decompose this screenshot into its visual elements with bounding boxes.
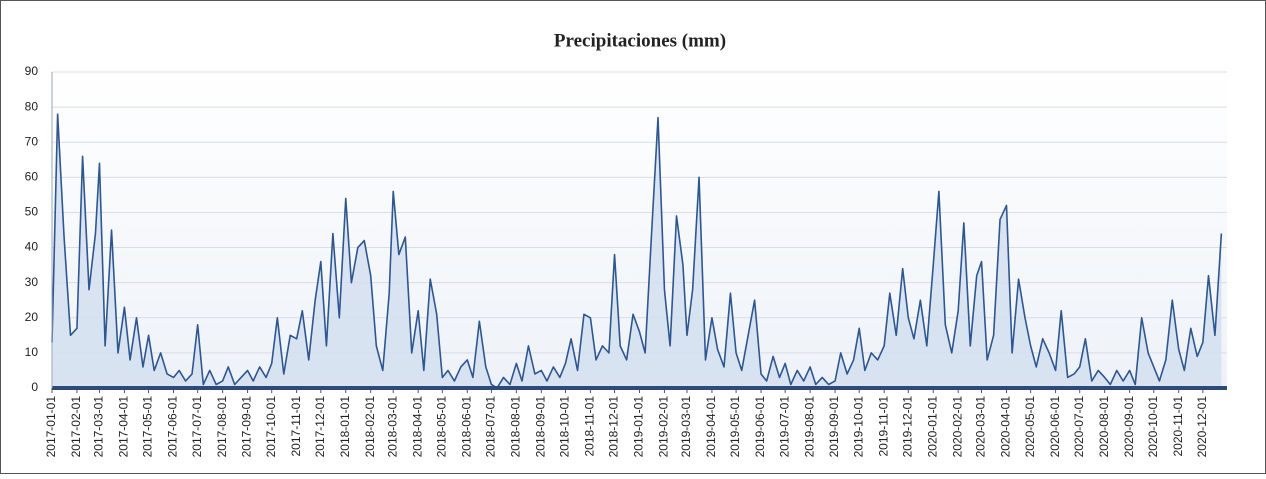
x-tick-label: 2019-10-01 (851, 396, 865, 458)
x-tick-label: 2020-06-01 (1048, 396, 1062, 458)
x-tick-label: 2018-04-01 (410, 396, 424, 458)
x-tick-label: 2020-11-01 (1171, 396, 1185, 457)
x-tick-label: 2017-12-01 (313, 396, 327, 458)
x-tick-label: 2017-08-01 (215, 396, 229, 458)
y-tick-label: 0 (31, 380, 38, 394)
x-tick-label: 2020-03-01 (974, 396, 988, 458)
x-tick-label: 2019-06-01 (753, 396, 767, 458)
x-tick-label: 2017-06-01 (166, 396, 180, 458)
x-tick-label: 2017-03-01 (92, 396, 106, 458)
chart-title: Precipitaciones (mm) (554, 30, 726, 51)
x-tick-label: 2018-06-01 (459, 396, 473, 458)
x-tick-label: 2019-12-01 (900, 396, 914, 458)
x-tick-label: 2019-04-01 (704, 396, 718, 458)
x-tick-label: 2020-08-01 (1097, 396, 1111, 458)
x-tick-label: 2018-02-01 (363, 396, 377, 458)
y-tick-label: 10 (25, 345, 39, 359)
x-tick-label: 2019-03-01 (679, 396, 693, 458)
line (51, 113, 1223, 389)
x-tick-label: 2019-05-01 (728, 396, 742, 458)
x-tick-label: 2017-09-01 (240, 396, 254, 458)
x-tick-label: 2019-09-01 (827, 396, 841, 458)
x-tick-label: 2018-10-01 (558, 396, 572, 458)
y-tick-label: 30 (25, 275, 39, 289)
x-tick-label: 2019-11-01 (876, 396, 890, 457)
y-tick-label: 90 (25, 64, 39, 78)
y-tick-label: 60 (25, 170, 39, 184)
x-tick-label: 2020-01-01 (925, 396, 939, 458)
x-tick-label: 2017-05-01 (141, 396, 155, 458)
x-tick-label: 2018-01-01 (338, 396, 352, 458)
x-tick-label: 2020-09-01 (1122, 396, 1136, 458)
x-tick-label: 2018-09-01 (533, 396, 547, 458)
y-tick-label: 20 (25, 310, 39, 324)
x-tick-label: 2017-07-01 (190, 396, 204, 458)
x-tick-label: 2017-10-01 (264, 396, 278, 458)
y-tick-label: 80 (25, 99, 39, 113)
x-tick-label: 2017-04-01 (117, 396, 131, 458)
x-tick-label: 2020-10-01 (1146, 396, 1160, 458)
x-tick-label: 2020-12-01 (1195, 396, 1209, 458)
x-tick-label: 2018-08-01 (509, 396, 523, 458)
x-tick-label: 2018-11-01 (583, 396, 597, 457)
x-tick-label: 2019-01-01 (632, 396, 646, 458)
x-tick-label: 2019-07-01 (777, 396, 791, 458)
x-tick-label: 2020-02-01 (950, 396, 964, 458)
y-tick-label: 50 (25, 205, 39, 219)
x-tick-label: 2019-08-01 (802, 396, 816, 458)
x-tick-label: 2017-01-01 (44, 396, 58, 458)
x-tick-label: 2018-05-01 (434, 396, 448, 458)
x-tick-label: 2020-04-01 (999, 396, 1013, 458)
x-tick-label: 2017-11-01 (289, 396, 303, 457)
x-tick-label: 2018-12-01 (607, 396, 621, 458)
x-tick-label: 2018-07-01 (484, 396, 498, 458)
x-tick-label: 2017-02-01 (69, 396, 83, 458)
y-tick-label: 70 (25, 134, 39, 148)
x-tick-label: 2018-03-01 (385, 396, 399, 458)
x-tick-label: 2020-05-01 (1023, 396, 1037, 458)
x-tick-label: 2019-02-01 (657, 396, 671, 458)
y-tick-label: 40 (25, 240, 39, 254)
x-tick-label: 2020-07-01 (1072, 396, 1086, 458)
